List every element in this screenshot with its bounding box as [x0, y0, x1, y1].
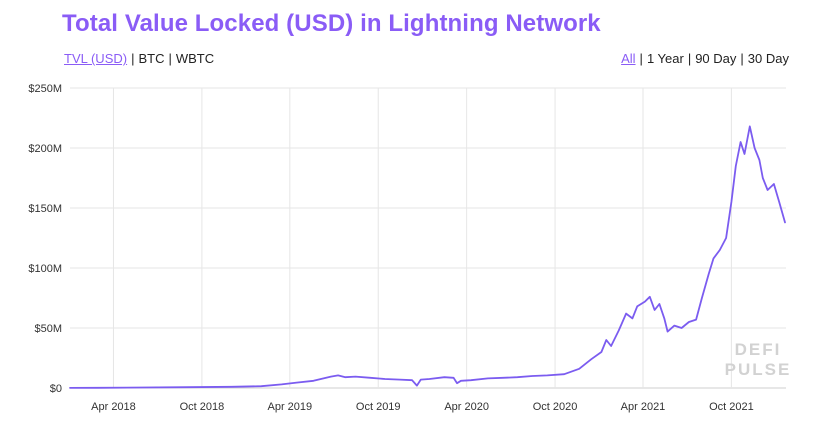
- x-tick-label: Apr 2021: [621, 401, 666, 413]
- range-toggle-90-day[interactable]: 90 Day: [695, 51, 737, 66]
- range-toggle-1-year[interactable]: 1 Year: [646, 51, 684, 66]
- separator: |: [740, 51, 744, 66]
- y-tick-label: $250M: [28, 83, 62, 95]
- x-tick-label: Oct 2018: [180, 401, 225, 413]
- y-tick-label: $200M: [28, 143, 62, 155]
- x-tick-label: Oct 2021: [709, 401, 754, 413]
- separator: |: [687, 51, 692, 66]
- x-tick-label: Oct 2020: [533, 401, 578, 413]
- range-toggle-30-day[interactable]: 30 Day: [747, 51, 789, 66]
- watermark-text: PULSE: [725, 360, 792, 379]
- chart-title: Total Value Locked (USD) in Lightning Ne…: [62, 10, 601, 37]
- y-tick-label: $100M: [28, 263, 62, 275]
- y-tick-label: $50M: [34, 323, 62, 335]
- separator: |: [639, 51, 643, 66]
- separator: |: [168, 51, 172, 66]
- y-tick-label: $0: [50, 383, 62, 395]
- x-tick-label: Apr 2018: [91, 401, 136, 413]
- y-tick-label: $150M: [28, 203, 62, 215]
- metric-toggle-tvl-usd[interactable]: TVL (USD): [64, 51, 128, 66]
- separator: |: [131, 51, 135, 66]
- metric-toggle-group: TVL (USD) | BTC | WBTC: [64, 51, 214, 66]
- metric-toggle-wbtc[interactable]: WBTC: [175, 51, 215, 66]
- tvl-series-line: [69, 125, 786, 389]
- time-range-toggle-group: All | 1 Year | 90 Day | 30 Day: [621, 51, 789, 66]
- range-toggle-all[interactable]: All: [621, 51, 636, 66]
- metric-toggle-btc[interactable]: BTC: [138, 51, 165, 66]
- x-tick-label: Apr 2020: [444, 401, 489, 413]
- x-tick-label: Oct 2019: [356, 401, 401, 413]
- watermark-text: DEFI: [735, 340, 782, 359]
- x-tick-label: Apr 2019: [267, 401, 312, 413]
